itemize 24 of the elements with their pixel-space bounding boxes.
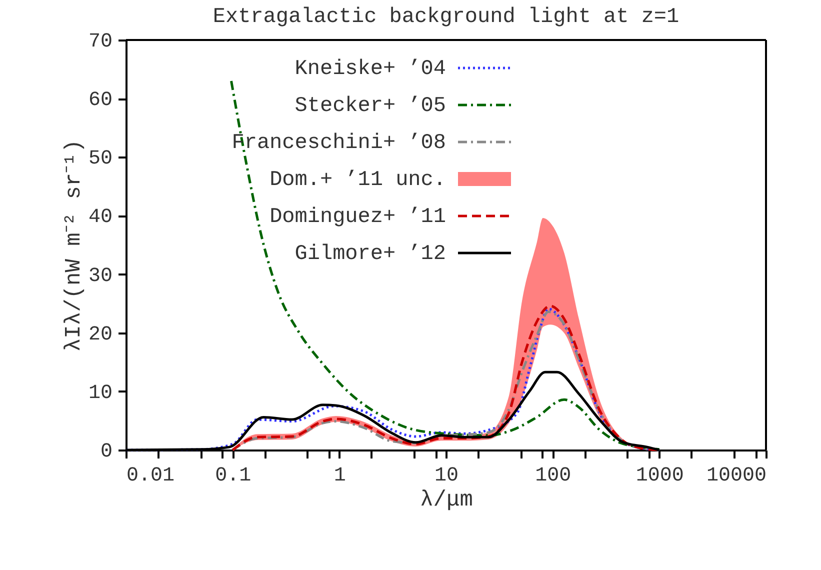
y-tick-label: 10 <box>88 382 112 405</box>
y-tick-label: 70 <box>88 30 112 54</box>
chart-title: Extragalactic background light at z=1 <box>212 6 680 29</box>
y-tick-label: 0 <box>100 440 112 464</box>
legend-label: Kneiske+ ’04 <box>294 58 446 81</box>
y-tick-label: 50 <box>88 148 112 171</box>
x-tick-label: 0.1 <box>215 464 252 488</box>
legend-label: Franceschini+ ’08 <box>232 132 446 155</box>
x-tick-label: 10 <box>434 464 459 488</box>
legend-label: Dom.+ ’11 unc. <box>270 169 446 192</box>
x-axis-title: λ/μm <box>420 488 473 512</box>
y-tick-label: 30 <box>88 264 112 288</box>
y-axis-title: λIλ/(nW m⁻² sr⁻¹) <box>61 139 86 352</box>
y-tick-label: 60 <box>88 89 112 112</box>
x-tick-label: 0.01 <box>126 464 175 488</box>
x-tick-label: 1000 <box>636 464 684 488</box>
legend-label: Dominguez+ ’11 <box>270 206 446 229</box>
legend-label: Stecker+ ’05 <box>294 95 446 118</box>
x-tick-label: 1 <box>334 464 346 488</box>
legend-label: Gilmore+ ’12 <box>294 243 446 266</box>
x-tick-label: 100 <box>535 464 572 488</box>
y-tick-label: 40 <box>88 206 112 230</box>
y-tick-label: 20 <box>88 323 112 346</box>
x-tick-label: 10000 <box>706 464 766 488</box>
